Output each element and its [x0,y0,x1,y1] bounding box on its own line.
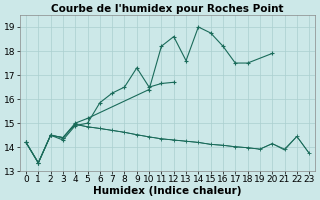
X-axis label: Humidex (Indice chaleur): Humidex (Indice chaleur) [93,186,242,196]
Title: Courbe de l'humidex pour Roches Point: Courbe de l'humidex pour Roches Point [51,4,284,14]
